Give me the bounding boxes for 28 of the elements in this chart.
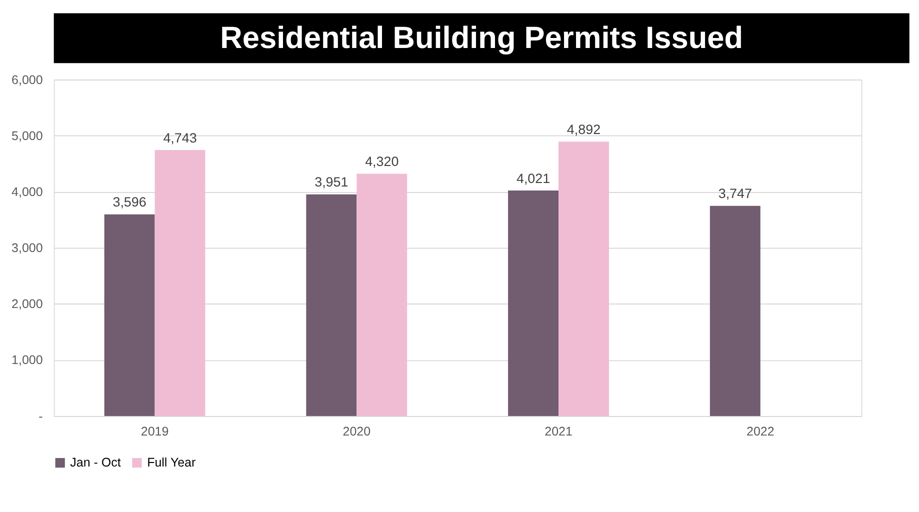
y-tick-label: -: [38, 409, 43, 424]
y-tick-label: 1,000: [12, 353, 43, 368]
legend-label: Full Year: [147, 456, 196, 470]
bar: [508, 190, 559, 416]
x-tick-label: 2020: [342, 424, 371, 439]
data-label: 3,747: [718, 186, 752, 202]
data-label: 4,892: [566, 122, 601, 137]
bar: [154, 150, 206, 416]
y-tick-label: 2,000: [12, 297, 43, 312]
y-tick-label: 4,000: [12, 185, 43, 199]
bar: [306, 194, 357, 416]
data-label: 3,596: [112, 194, 146, 210]
bar: [558, 142, 609, 416]
x-tick-label: 2019: [140, 424, 169, 439]
y-tick-label: 3,000: [12, 241, 43, 256]
x-tick-label: 2021: [544, 424, 572, 439]
x-tick-label: 2022: [746, 424, 774, 439]
y-tick-label: 5,000: [12, 128, 43, 143]
chart-title: Residential Building Permits Issued: [220, 20, 744, 55]
data-label: 4,743: [163, 130, 197, 146]
bar: [710, 206, 760, 416]
data-label: 4,320: [365, 154, 399, 170]
data-label: 3,951: [314, 174, 348, 190]
bar: [356, 174, 408, 416]
y-tick-label: 6,000: [12, 72, 43, 87]
data-label: 4,021: [516, 170, 550, 186]
legend-label: Jan - Oct: [70, 456, 122, 470]
bar: [104, 214, 155, 416]
